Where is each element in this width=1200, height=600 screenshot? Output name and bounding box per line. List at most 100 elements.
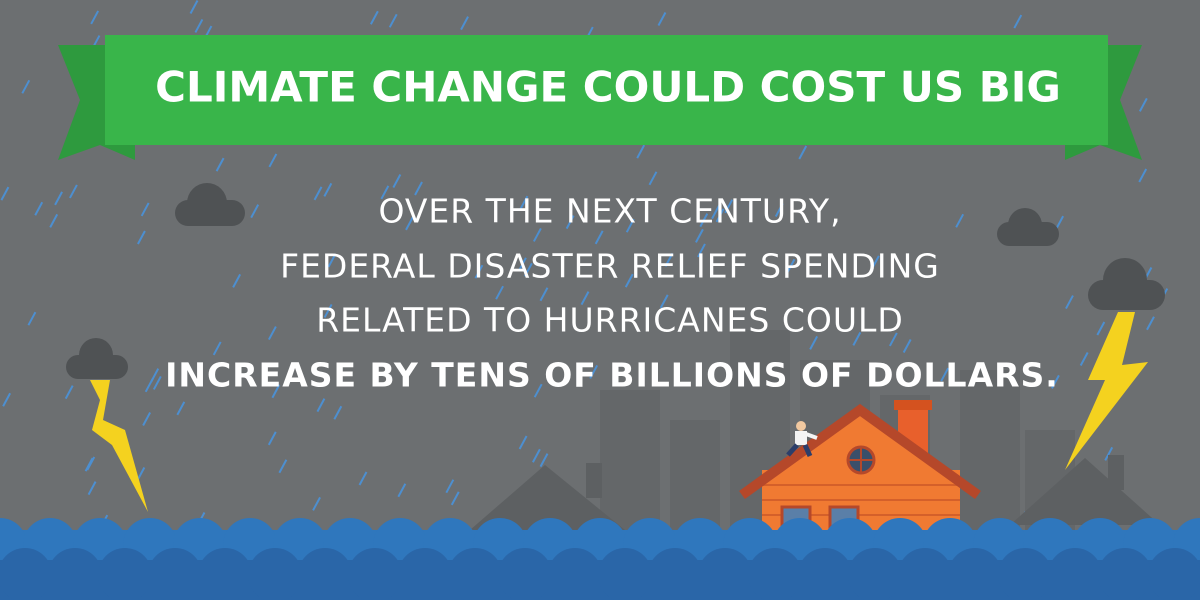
raindrop — [495, 285, 504, 300]
raindrop — [189, 0, 199, 14]
raindrop — [90, 10, 100, 25]
raindrop — [142, 411, 152, 426]
raindrop — [636, 144, 646, 159]
raindrop — [1013, 14, 1023, 29]
raindrop — [902, 338, 912, 353]
wave — [0, 548, 52, 600]
wave — [1148, 548, 1200, 600]
raindrop — [54, 191, 63, 206]
message-line: OVER THE NEXT CENTURY, — [378, 192, 841, 231]
raindrop — [150, 368, 160, 383]
raindrop — [323, 303, 333, 318]
raindrop — [327, 253, 337, 268]
wave — [98, 548, 152, 600]
raindrop — [212, 341, 222, 356]
raindrop — [697, 243, 706, 258]
banner: CLIMATE CHANGE COULD COST US BIG — [58, 35, 1142, 160]
raindrop — [518, 435, 528, 450]
raindrop — [358, 471, 368, 486]
raindrop — [1051, 374, 1060, 389]
raindrop — [798, 145, 808, 160]
wave — [498, 548, 552, 600]
raindrop — [278, 459, 288, 474]
floodwater — [0, 518, 1200, 600]
raindrop — [268, 153, 278, 168]
raindrop — [87, 481, 97, 496]
raindrop — [388, 13, 398, 28]
raindrop — [519, 195, 529, 210]
raindrop — [333, 405, 343, 420]
raindrop — [532, 448, 541, 463]
raindrop — [474, 264, 484, 279]
raindrop — [69, 184, 78, 199]
wave — [248, 548, 302, 600]
raindrop — [1138, 168, 1148, 183]
wave — [348, 548, 402, 600]
raindrop — [539, 287, 549, 302]
raindrop — [532, 227, 542, 242]
raindrop — [518, 257, 527, 272]
submerged-houses — [470, 455, 1160, 530]
wave — [798, 548, 852, 600]
raindrop — [316, 398, 326, 413]
raindrop — [2, 392, 12, 407]
raindrop — [323, 182, 333, 197]
raindrop — [1096, 321, 1106, 336]
raindrop — [657, 12, 667, 27]
raindrop — [215, 157, 225, 172]
raindrop — [21, 79, 31, 94]
wave — [448, 548, 502, 600]
raindrop — [664, 252, 674, 267]
wave — [548, 548, 602, 600]
wave — [1098, 548, 1152, 600]
raindrop — [380, 185, 390, 200]
raindrop — [268, 326, 277, 341]
raindrop — [624, 273, 634, 288]
wave — [848, 548, 902, 600]
raindrop — [152, 375, 162, 390]
raindrop — [267, 431, 277, 446]
raindrop — [460, 16, 469, 31]
wave — [648, 548, 702, 600]
wave — [698, 548, 752, 600]
raindrop — [1104, 446, 1114, 461]
banner-title: CLIMATE CHANGE COULD COST US BIG — [155, 63, 1061, 112]
raindrop — [699, 213, 709, 228]
wave — [198, 548, 252, 600]
wave — [298, 548, 352, 600]
raindrop — [450, 491, 460, 506]
clouds — [66, 183, 1165, 379]
wave — [598, 548, 652, 600]
message-emphasis: INCREASE BY TENS OF BILLIONS OF DOLLARS. — [165, 356, 1059, 395]
raindrop — [312, 496, 321, 511]
raindrop — [711, 205, 720, 220]
wave — [1048, 548, 1102, 600]
raindrop — [955, 213, 965, 228]
wave — [748, 548, 802, 600]
raindrop — [565, 215, 575, 230]
raindrop — [1065, 295, 1074, 310]
raindrop — [539, 453, 549, 468]
raindrop — [137, 230, 146, 245]
raindrop — [369, 10, 379, 25]
raindrop — [0, 186, 10, 201]
raindrop — [724, 199, 734, 214]
wave — [948, 548, 1002, 600]
raindrop — [392, 174, 402, 188]
lightning — [90, 312, 1148, 512]
raindrop — [940, 367, 950, 382]
raindrop — [659, 294, 669, 309]
raindrop — [1138, 97, 1148, 112]
raindrop — [84, 457, 94, 472]
message-line: FEDERAL DISASTER RELIEF SPENDING — [280, 247, 940, 286]
raindrop — [533, 383, 543, 398]
raindrop — [1055, 215, 1065, 230]
raindrop — [194, 18, 204, 33]
raindrop — [774, 203, 784, 218]
raindrop — [27, 311, 37, 326]
raindrop — [1079, 352, 1089, 366]
raindrop — [888, 332, 898, 347]
raindrop — [852, 331, 862, 346]
